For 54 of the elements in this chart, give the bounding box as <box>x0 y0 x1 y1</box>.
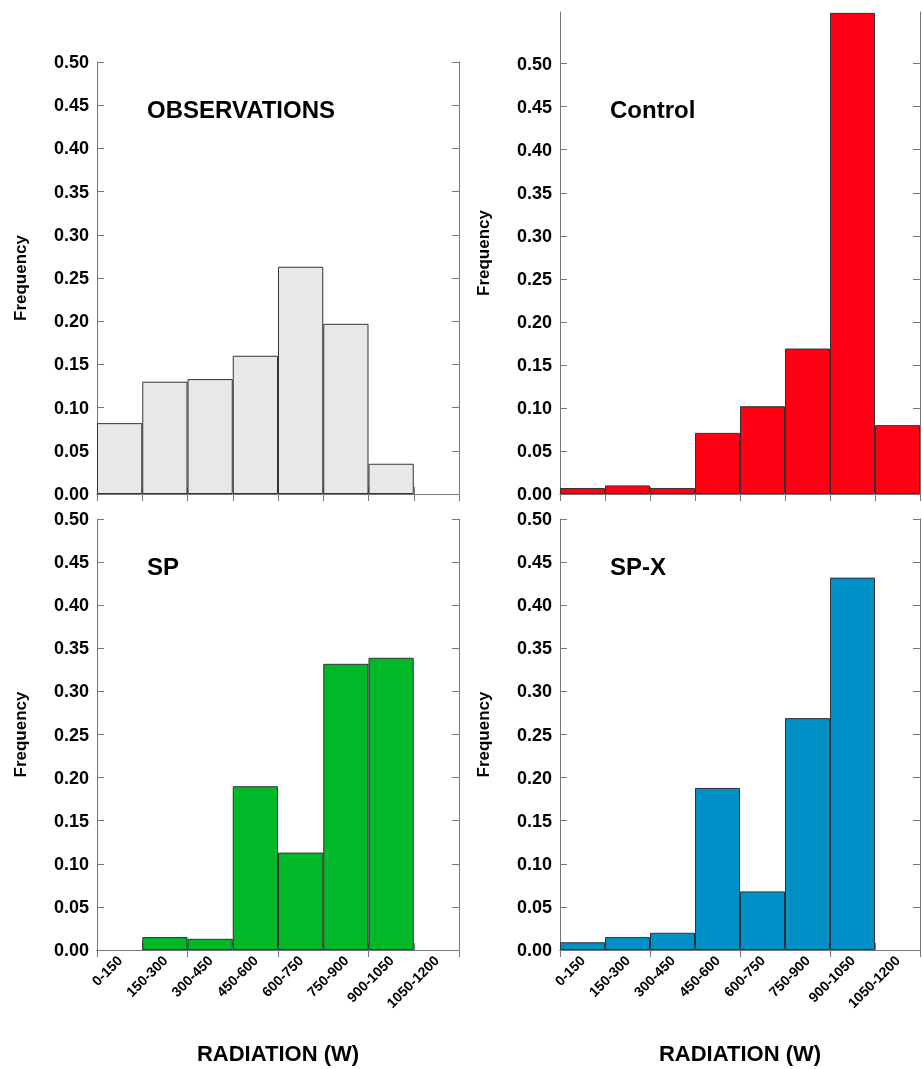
y-tick-label: 0.15 <box>516 810 552 831</box>
y-tick-label: 0.20 <box>53 767 89 788</box>
y-axis-title: Frequency <box>11 234 30 321</box>
y-tick-label: 0.25 <box>53 268 89 288</box>
y-tick-label: 0.45 <box>53 552 89 573</box>
y-tick-label: 0.05 <box>516 896 552 917</box>
y-tick-label: 0.50 <box>53 509 89 529</box>
y-tick-label: 0.40 <box>53 138 89 159</box>
y-tick-label: 0.25 <box>516 268 552 289</box>
y-tick-label: 0.35 <box>516 182 552 203</box>
y-tick-label: 0.45 <box>53 95 89 116</box>
y-tick-label: 0.45 <box>516 96 552 117</box>
y-axis-title: Frequency <box>474 690 493 778</box>
y-axis-title: Frequency <box>11 690 30 778</box>
y-tick-label: 0.50 <box>516 53 552 74</box>
y-tick-label: 0.30 <box>53 224 89 245</box>
y-tick-label: 0.05 <box>516 440 552 461</box>
y-tick-label: 0.35 <box>53 181 89 202</box>
y-tick-label: 0.35 <box>53 638 89 659</box>
y-tick-label: 0.40 <box>516 139 552 160</box>
y-tick-label: 0.50 <box>53 52 89 72</box>
y-tick-label: 0.05 <box>53 440 89 461</box>
y-tick-label: 0.20 <box>53 311 89 332</box>
y-tick-label: 0.30 <box>516 681 552 702</box>
y-tick-label: 0.25 <box>53 724 89 745</box>
y-tick-label: 0.45 <box>516 552 552 573</box>
x-axis-title: RADIATION (W) <box>658 1040 822 1066</box>
y-tick-label: 0.25 <box>516 724 552 745</box>
y-tick-label: 0.30 <box>516 225 552 246</box>
y-tick-label: 0.15 <box>516 354 552 375</box>
y-tick-label: 0.15 <box>53 354 89 375</box>
y-tick-label: 0.20 <box>516 767 552 788</box>
y-tick-label: 0.00 <box>53 940 89 960</box>
text: Control <box>610 95 696 123</box>
text: OBSERVATIONS <box>147 95 336 123</box>
y-tick-label: 0.10 <box>516 853 552 874</box>
y-tick-label: 0.10 <box>516 397 552 418</box>
y-tick-label: 0.15 <box>53 810 89 831</box>
text: SP <box>147 552 180 580</box>
y-tick-label: 0.20 <box>516 311 552 332</box>
y-tick-label: 0.00 <box>53 484 89 504</box>
y-tick-label: 0.10 <box>53 397 89 418</box>
y-tick-label: 0.30 <box>53 681 89 702</box>
text: SP-X <box>610 552 667 580</box>
y-tick-label: 0.40 <box>53 595 89 616</box>
y-tick-label: 0.05 <box>53 896 89 917</box>
y-tick-label: 0.40 <box>516 595 552 616</box>
y-tick-label: 0.50 <box>516 509 552 529</box>
y-tick-label: 0.00 <box>516 940 552 960</box>
y-axis-title: Frequency <box>474 209 493 296</box>
y-tick-label: 0.35 <box>516 638 552 659</box>
x-axis-title: RADIATION (W) <box>196 1040 360 1066</box>
y-tick-label: 0.00 <box>516 484 552 504</box>
y-tick-label: 0.10 <box>53 853 89 874</box>
